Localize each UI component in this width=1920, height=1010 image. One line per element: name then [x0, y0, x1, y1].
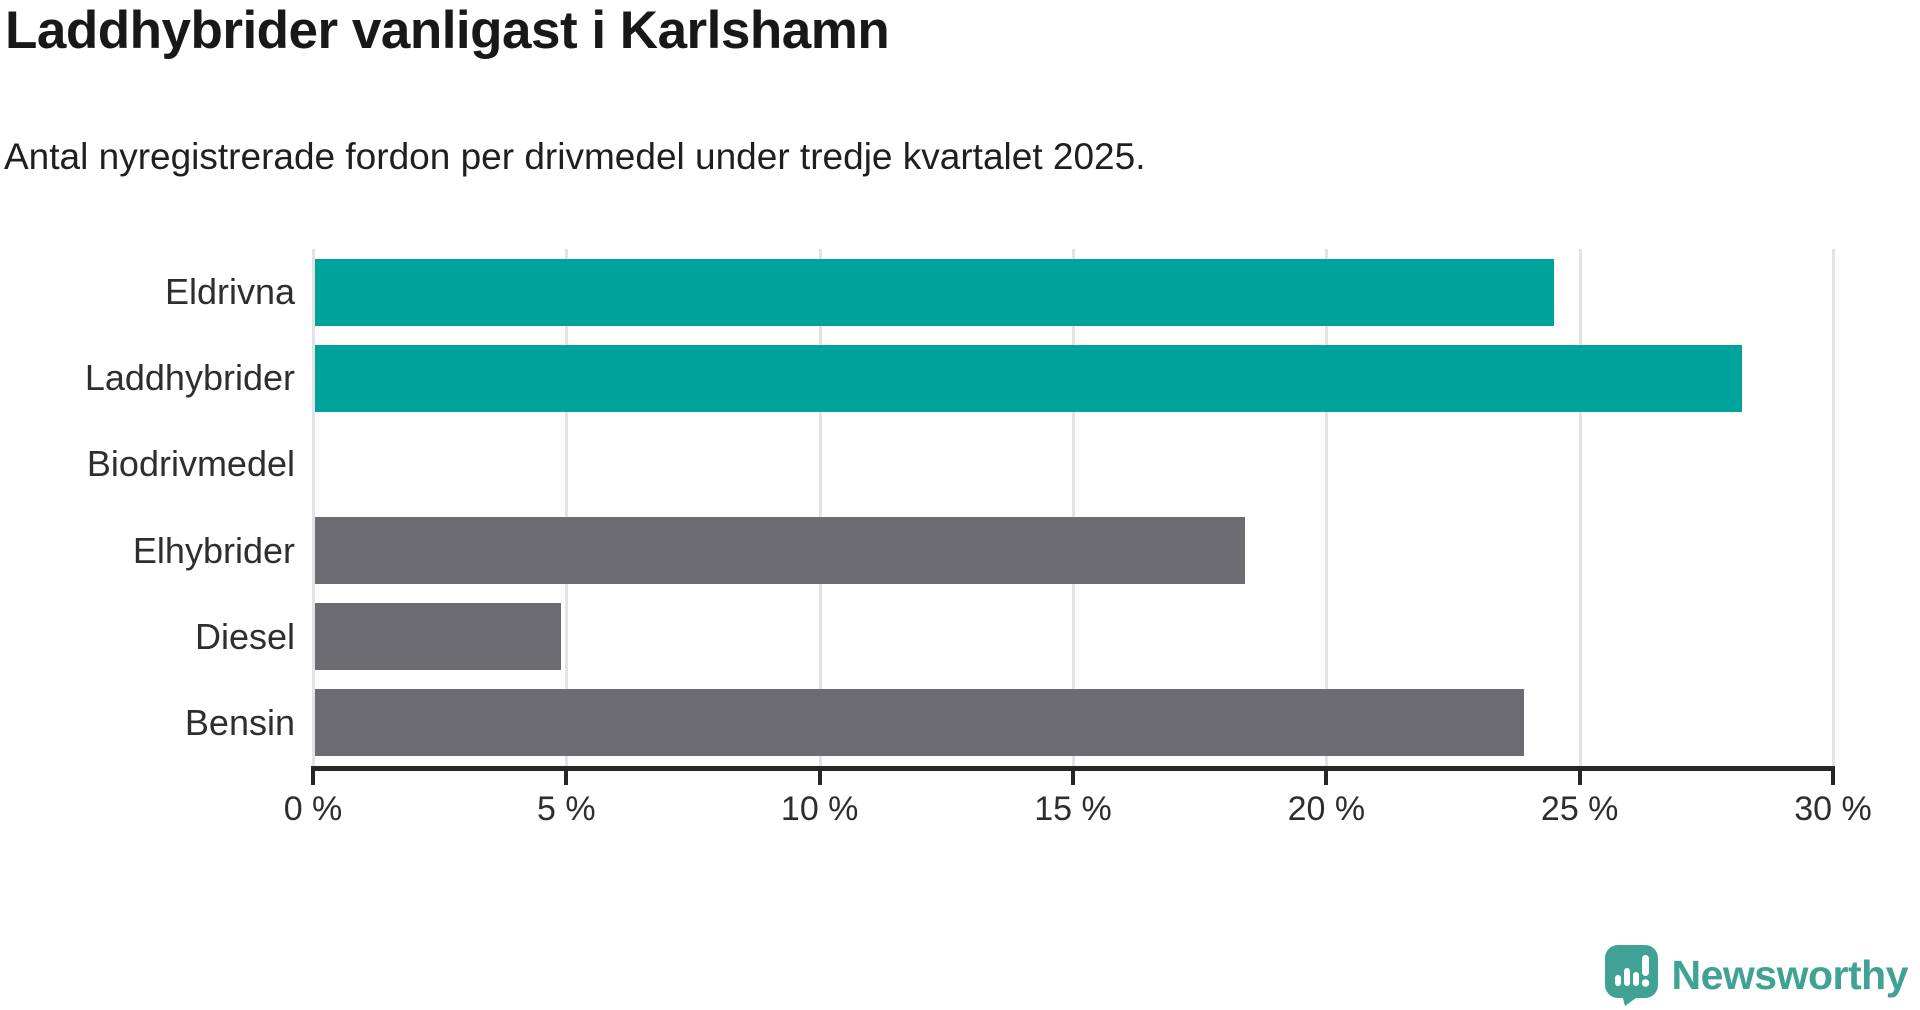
- x-axis-tick-label: 5 %: [537, 790, 596, 828]
- bar-diesel: [315, 603, 562, 671]
- category-label: Biodrivmedel: [86, 443, 295, 485]
- newsworthy-logo: Newsworthy: [1604, 944, 1909, 1006]
- x-axis-tick-label: 15 %: [1034, 790, 1112, 828]
- bar-laddhybrider: [315, 344, 1742, 412]
- chart-subtitle: Antal nyregistrerade fordon per drivmede…: [4, 136, 1146, 177]
- category-label: Eldrivna: [164, 271, 295, 312]
- gridline: [818, 249, 822, 766]
- gridline: [1832, 249, 1835, 766]
- x-axis-tick: [564, 771, 569, 785]
- chart-title: Laddhybrider vanligast i Karlshamn: [5, 1, 890, 60]
- gridline: [312, 249, 315, 766]
- category-label: Elhybrider: [132, 529, 295, 571]
- x-axis-tick-label: 30 %: [1794, 790, 1872, 828]
- x-axis-tick: [311, 771, 315, 785]
- gridline: [565, 249, 569, 766]
- gridline: [1578, 249, 1582, 766]
- bar-elhybrider: [315, 517, 1246, 585]
- x-axis-tick: [1831, 771, 1835, 785]
- gridline: [1325, 249, 1329, 766]
- bar-bensin: [315, 689, 1524, 757]
- newsworthy-logo-icon: [1604, 945, 1658, 1006]
- x-axis-tick: [1324, 771, 1329, 785]
- x-axis-tick-label: 20 %: [1287, 790, 1366, 828]
- x-axis-tick-label: 25 %: [1540, 790, 1619, 828]
- x-axis-tick-label: 0 %: [283, 790, 343, 828]
- x-axis-tick: [1577, 771, 1582, 785]
- x-axis-tick: [817, 771, 822, 785]
- category-label: Bensin: [184, 701, 295, 743]
- category-label: Diesel: [194, 615, 295, 657]
- x-axis-line: [311, 766, 1835, 771]
- x-axis-tick: [1071, 771, 1075, 785]
- gridline: [1072, 249, 1075, 766]
- bar-eldrivna: [315, 258, 1555, 326]
- category-label: Laddhybrider: [84, 357, 295, 399]
- x-axis-tick-label: 10 %: [780, 790, 859, 828]
- newsworthy-logo-text: Newsworthy: [1671, 951, 1909, 998]
